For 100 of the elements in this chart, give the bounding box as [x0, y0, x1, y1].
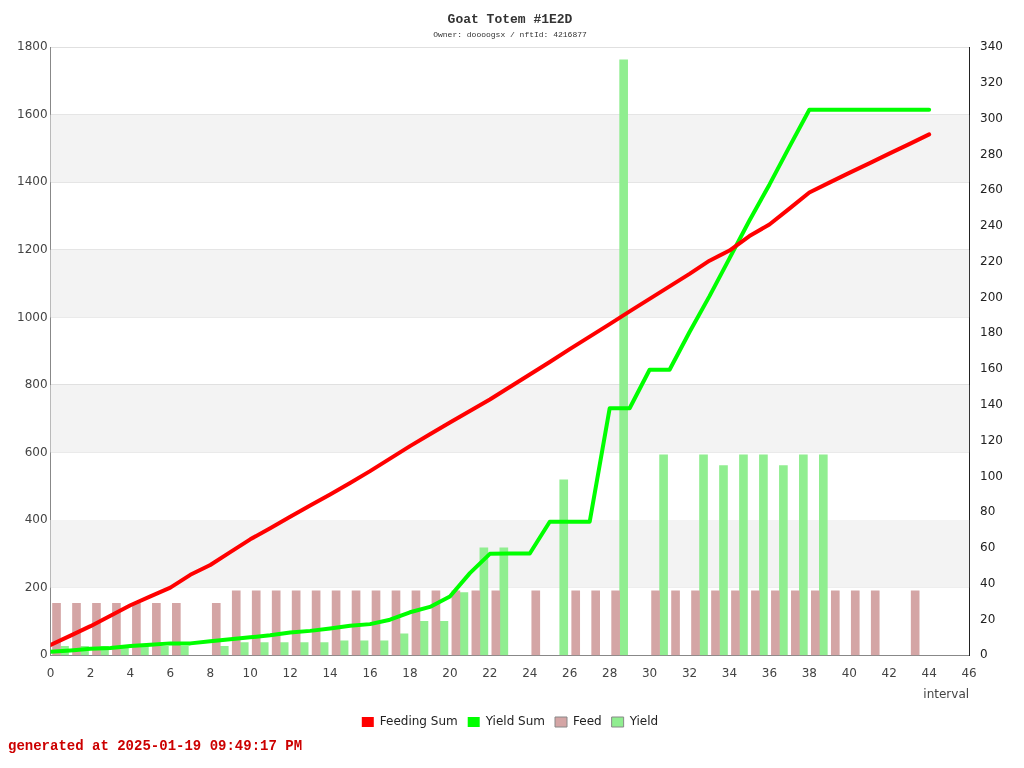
bar	[691, 590, 700, 656]
x-tick-label: 22	[482, 665, 498, 680]
bar	[239, 642, 249, 656]
bar	[531, 590, 541, 656]
legend-label: Yield Sum	[484, 714, 545, 729]
y2-tick-label: 120	[980, 432, 1003, 447]
x-tick-label: 42	[881, 665, 897, 680]
bar	[830, 590, 840, 656]
bar	[771, 590, 780, 656]
x-tick-label: 38	[801, 665, 817, 680]
y2-tick-label: 260	[980, 182, 1003, 197]
bar	[591, 590, 601, 656]
bar	[799, 454, 808, 656]
bar	[651, 590, 660, 656]
x-tick-label: 2	[86, 665, 95, 680]
x-tick-label: 46	[961, 665, 977, 680]
bar	[419, 620, 429, 656]
y-tick-label: 1600	[16, 106, 48, 121]
bar	[399, 633, 409, 656]
bar	[231, 590, 241, 656]
bar	[160, 645, 169, 656]
bar	[791, 590, 800, 656]
x-tick-label: 10	[242, 665, 258, 680]
bar	[611, 590, 620, 656]
bar	[559, 479, 569, 656]
y-tick-label: 400	[24, 512, 48, 527]
bar	[699, 454, 708, 656]
x-axis-title: interval	[923, 686, 970, 701]
y2-tick-label: 100	[980, 468, 1003, 483]
x-tick-label: 34	[721, 665, 738, 680]
x-tick-label: 40	[841, 665, 857, 680]
y2-tick-label: 320	[980, 75, 1003, 90]
bar	[211, 603, 221, 656]
bar	[619, 59, 628, 656]
bar	[459, 592, 469, 656]
x-tick-label: 28	[602, 665, 618, 680]
bar	[779, 465, 788, 656]
bar	[751, 590, 760, 656]
bar	[711, 590, 720, 656]
x-tick-label: 12	[282, 665, 298, 680]
bar	[491, 590, 501, 656]
x-tick-label: 30	[641, 665, 658, 680]
y2-tick-label: 200	[980, 289, 1003, 304]
x-tick-label: 24	[522, 665, 538, 680]
bar	[271, 590, 281, 656]
x-tick-label: 16	[362, 665, 378, 680]
bar	[739, 454, 748, 656]
text: generated at 2025-01-19 09:49:17 PM	[8, 738, 304, 754]
y2-tick-label: 340	[980, 39, 1003, 54]
y2-tick-label: 60	[980, 540, 996, 555]
x-tick-label: 32	[681, 665, 698, 680]
x-tick-label: 20	[442, 665, 458, 680]
y-tick-label: 1800	[16, 39, 48, 54]
x-tick-label: 4	[126, 665, 135, 680]
bar	[180, 645, 189, 656]
bar	[759, 454, 768, 656]
chart-title: Goat Totem #1E2D	[447, 12, 573, 28]
x-tick-label: 26	[562, 665, 578, 680]
y2-tick-label: 40	[980, 575, 996, 590]
y2-tick-label: 140	[980, 396, 1003, 411]
bar	[731, 590, 740, 656]
bar	[259, 642, 269, 656]
bar	[719, 465, 728, 656]
y2-tick-label: 240	[980, 218, 1003, 233]
bar	[870, 590, 880, 656]
y2-tick-label: 220	[980, 253, 1003, 268]
bar	[251, 590, 261, 656]
x-tick-label: 6	[166, 665, 175, 680]
chart-subtitle: Owner: doooogsx / nftId: 4216877	[433, 29, 588, 39]
x-tick-label: 44	[921, 665, 937, 680]
bar	[319, 642, 329, 656]
bar	[811, 590, 820, 656]
y2-tick-label: 300	[980, 110, 1003, 125]
legend-label: Yield	[628, 714, 659, 729]
bar	[571, 590, 581, 656]
bar	[152, 603, 161, 656]
x-tick-label: 36	[761, 665, 778, 680]
bar	[439, 620, 449, 656]
bar	[850, 590, 860, 656]
y2-tick-label: 80	[980, 504, 996, 519]
y2-tick-label: 180	[980, 325, 1003, 340]
bar	[819, 454, 828, 656]
y-tick-label: 1200	[16, 241, 48, 256]
y-tick-label: 800	[24, 377, 48, 392]
x-tick-label: 18	[402, 665, 418, 680]
legend-label: Feeding Sum	[379, 714, 458, 729]
x-tick-label: 8	[206, 665, 215, 680]
y2-tick-label: 0	[980, 647, 988, 662]
y-tick-label: 1000	[16, 309, 48, 324]
y2-tick-label: 160	[980, 361, 1003, 376]
bar	[471, 590, 481, 656]
legend-label: Feed	[573, 714, 602, 729]
x-tick-label: 14	[322, 665, 338, 680]
bar	[219, 645, 229, 656]
bar	[279, 642, 289, 656]
bar	[299, 642, 309, 656]
bar	[910, 590, 920, 656]
y-tick-label: 600	[24, 444, 48, 459]
y-tick-label: 1400	[16, 174, 48, 189]
y-tick-label: 200	[24, 579, 48, 594]
